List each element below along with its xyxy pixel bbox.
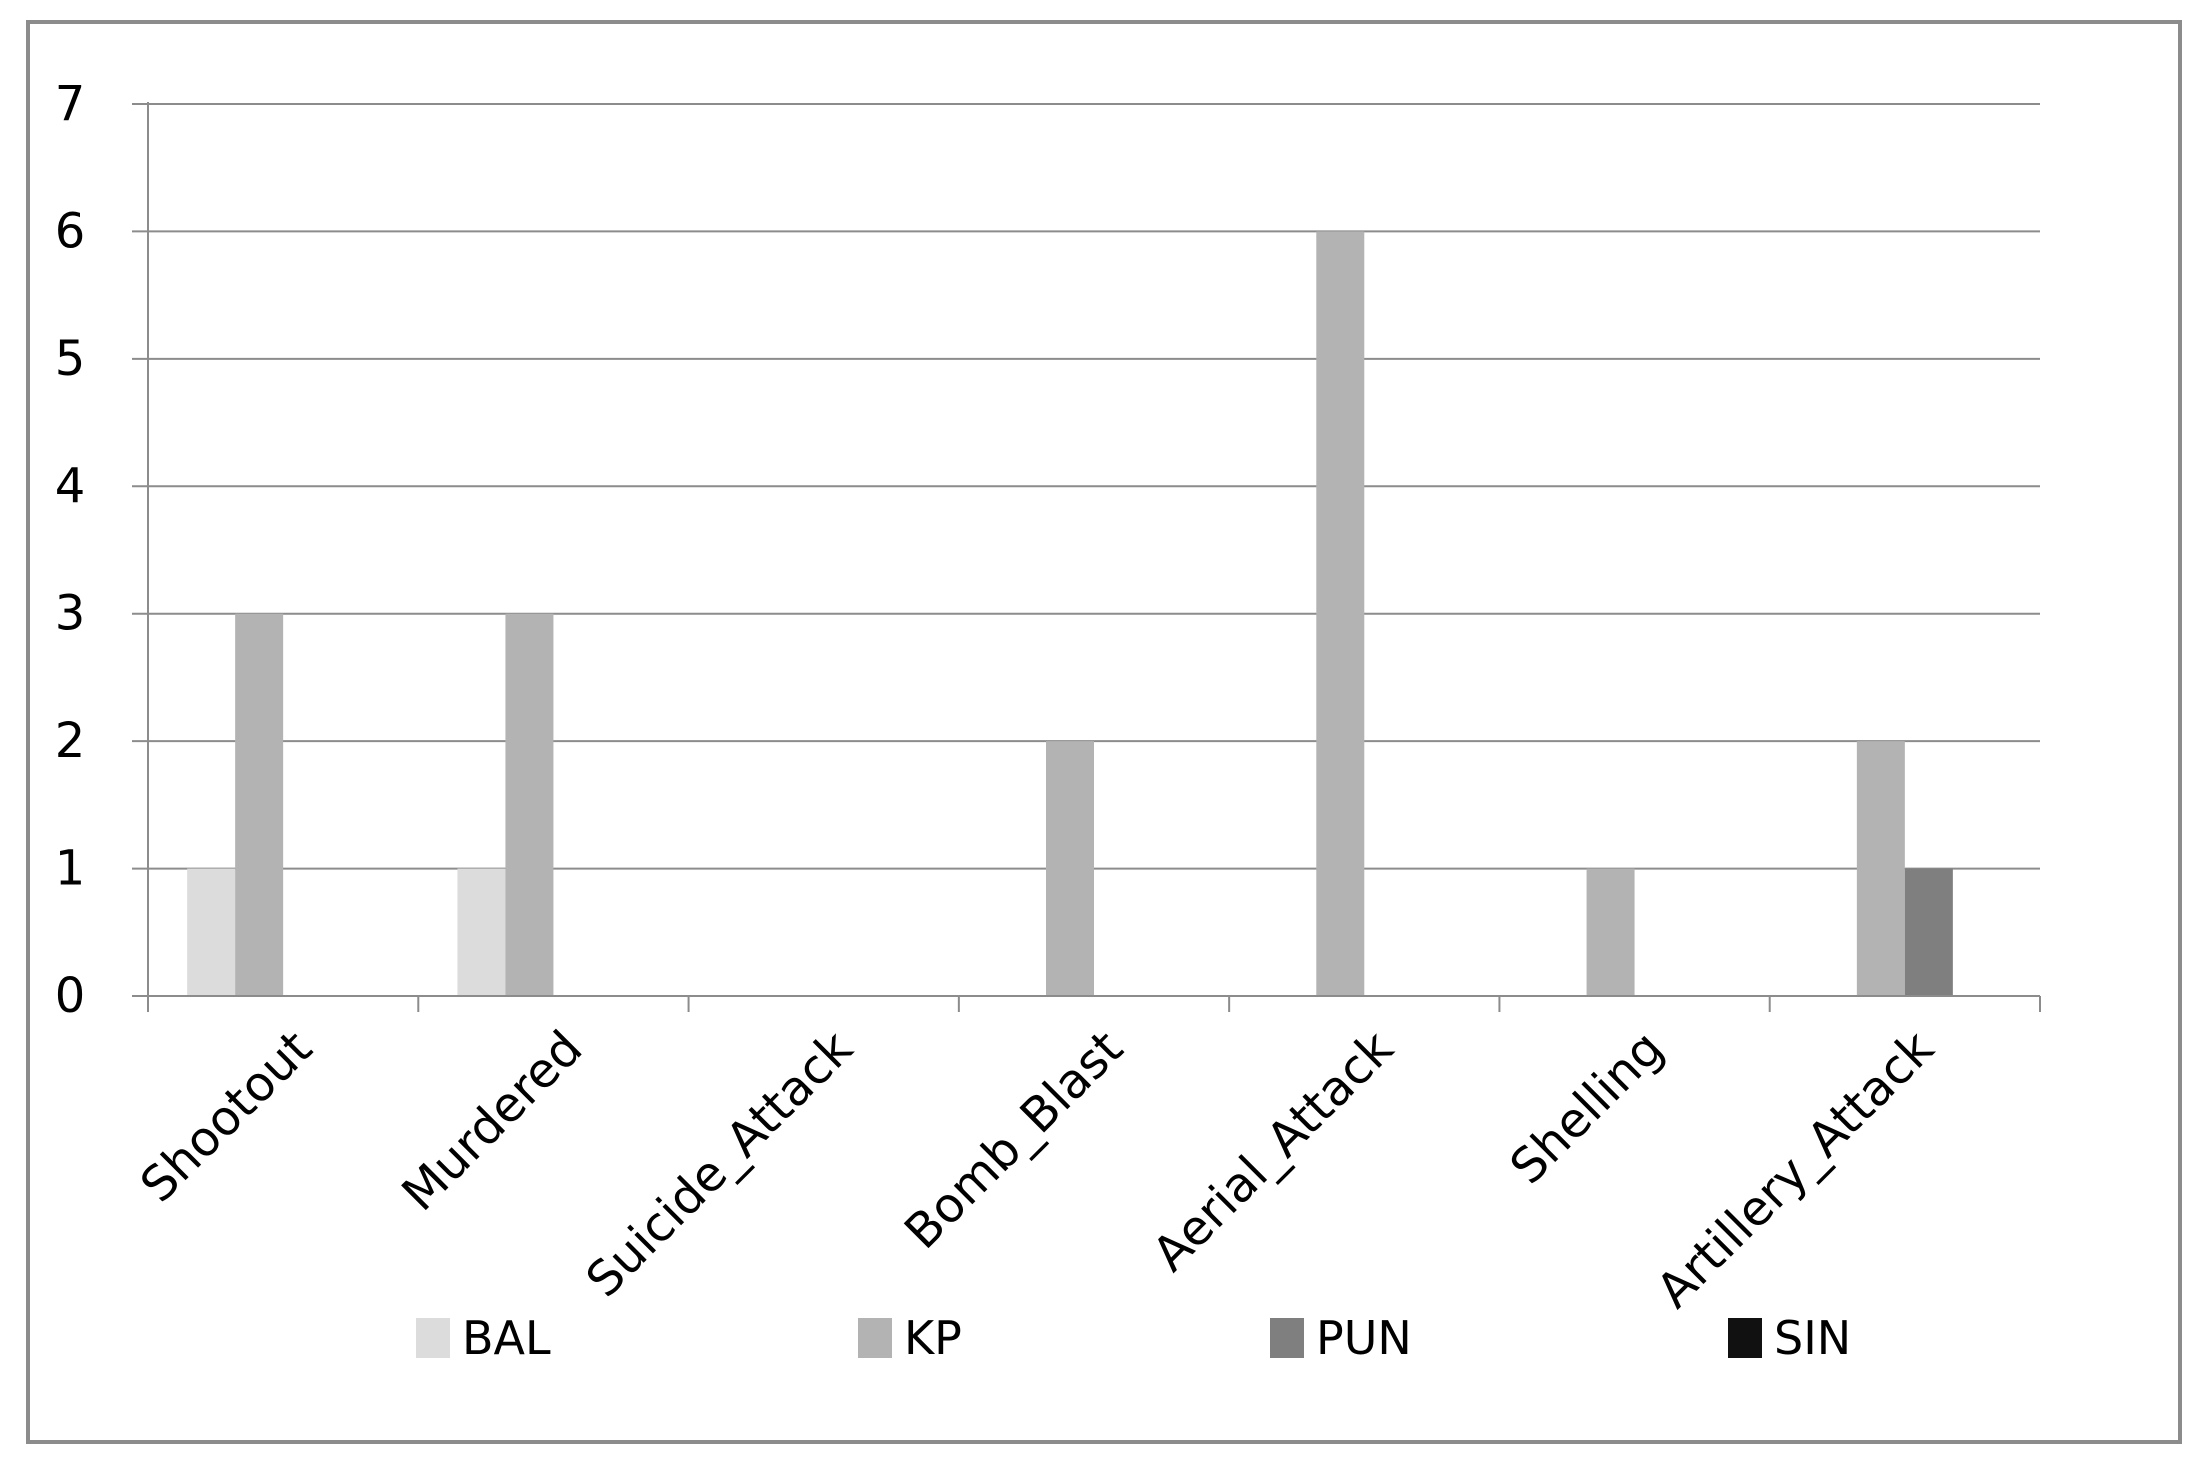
y-tick-label: 4 xyxy=(55,458,86,514)
legend-label: PUN xyxy=(1316,1311,1412,1365)
y-tick-label: 7 xyxy=(55,76,86,132)
bar-kp-shelling xyxy=(1586,868,1635,996)
bar-bal-shootout xyxy=(187,868,236,996)
y-tick-label: 1 xyxy=(55,841,86,897)
legend-swatch xyxy=(1270,1318,1304,1358)
gridlines xyxy=(132,103,2040,870)
axes xyxy=(132,102,2041,1012)
y-tick-labels: 0 1 2 3 4 5 6 7 xyxy=(55,76,86,1024)
bar-pun-artillery_attack xyxy=(1904,868,1953,996)
chart-frame xyxy=(26,20,2182,1444)
bar-kp-artillery_attack xyxy=(1856,741,1905,996)
bar-kp-aerial_attack xyxy=(1316,231,1365,996)
legend: BAL KP PUN SIN xyxy=(416,1311,1851,1365)
legend-label: BAL xyxy=(462,1311,551,1365)
bar-bal-murdered xyxy=(457,868,506,996)
bar-kp-murdered xyxy=(505,613,554,996)
legend-swatch xyxy=(1728,1318,1762,1358)
legend-swatch xyxy=(416,1318,450,1358)
bar-kp-bomb_blast xyxy=(1046,741,1094,996)
y-tick-label: 0 xyxy=(55,968,86,1024)
bars xyxy=(187,231,1953,996)
y-tick-label: 2 xyxy=(55,713,86,769)
y-tick-label: 5 xyxy=(55,331,86,387)
y-tick-label: 3 xyxy=(55,586,86,642)
y-tick-label: 6 xyxy=(55,203,86,259)
legend-swatch xyxy=(858,1318,892,1358)
legend-label: KP xyxy=(904,1311,962,1365)
legend-label: SIN xyxy=(1774,1311,1851,1365)
bar-kp-shootout xyxy=(235,613,284,996)
